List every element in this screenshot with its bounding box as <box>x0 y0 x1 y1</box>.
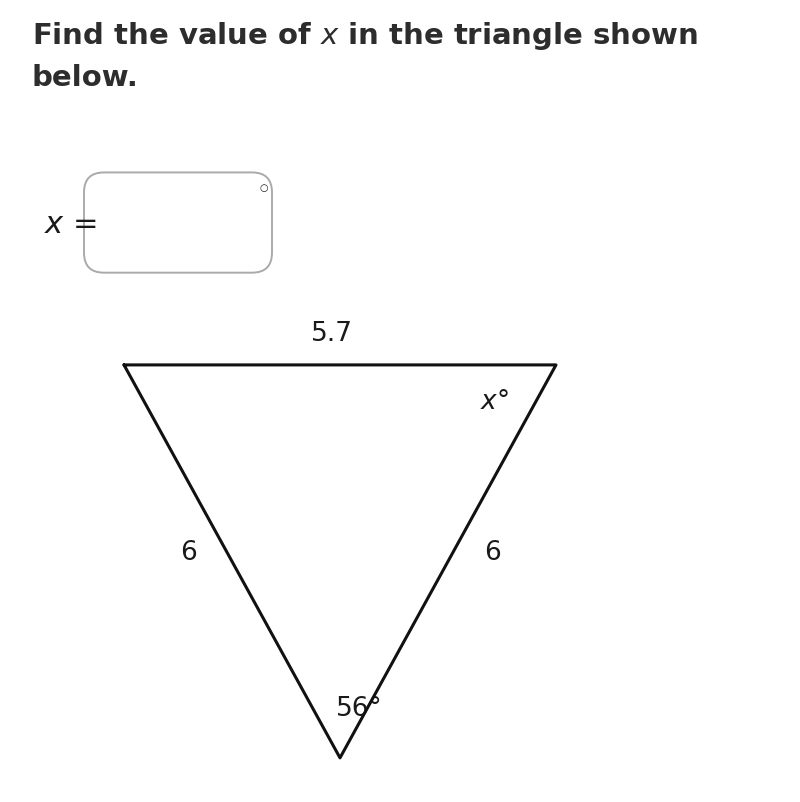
Text: ○: ○ <box>260 183 269 192</box>
Text: 6: 6 <box>484 541 500 566</box>
Text: $x$ =: $x$ = <box>44 210 97 239</box>
Text: $x$°: $x$° <box>480 389 509 415</box>
Text: Find the value of $x$ in the triangle shown: Find the value of $x$ in the triangle sh… <box>32 20 698 52</box>
Text: 6: 6 <box>180 541 196 566</box>
FancyBboxPatch shape <box>84 172 272 273</box>
Text: 56°: 56° <box>336 696 382 722</box>
Text: below.: below. <box>32 64 139 92</box>
Text: 5.7: 5.7 <box>311 322 353 347</box>
